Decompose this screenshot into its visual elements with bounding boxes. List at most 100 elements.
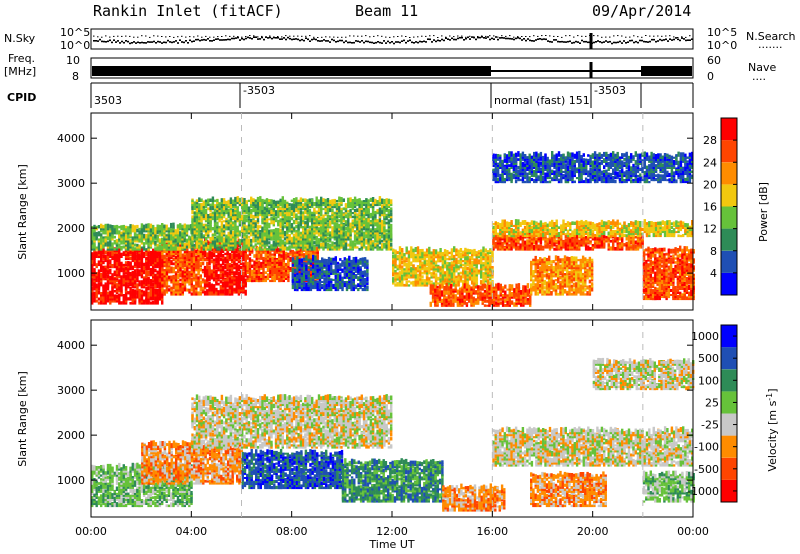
heatmap-cell — [93, 278, 96, 281]
heatmap-cell — [279, 198, 282, 203]
heatmap-cell — [206, 278, 209, 282]
heatmap-cell — [195, 291, 198, 294]
search-noise-point — [409, 37, 411, 38]
heatmap-cell — [295, 219, 298, 223]
heatmap-cell — [344, 207, 348, 211]
heatmap-cell — [374, 199, 377, 203]
heatmap-cell — [120, 280, 123, 287]
heatmap-cell — [307, 266, 310, 269]
noise-point — [631, 39, 633, 42]
heatmap-cell — [124, 240, 128, 245]
noise-point — [337, 40, 339, 43]
heatmap-cell — [263, 218, 266, 223]
search-noise-point — [445, 36, 447, 38]
heatmap-cell — [145, 223, 148, 229]
heatmap-cell — [183, 269, 187, 274]
heatmap-cell — [111, 279, 114, 283]
heatmap-cell — [381, 239, 384, 243]
heatmap-cell — [233, 259, 236, 262]
heatmap-cell — [307, 262, 310, 265]
heatmap-cell — [392, 277, 395, 283]
heatmap-cell — [381, 243, 384, 247]
heatmap-cell — [161, 232, 164, 237]
heatmap-cell — [236, 236, 239, 239]
heatmap-cell — [351, 219, 354, 223]
heatmap-cell — [195, 239, 199, 245]
heatmap-cell — [247, 238, 251, 245]
heatmap-cell — [111, 281, 114, 285]
heatmap-cell — [353, 196, 357, 202]
heatmap-cell — [100, 299, 103, 303]
heatmap-cell — [293, 275, 297, 279]
heatmap-cell — [198, 220, 201, 225]
heatmap-cell — [233, 262, 236, 266]
heatmap-cell — [432, 259, 435, 263]
heatmap-cell — [342, 246, 345, 251]
heatmap-cell — [228, 252, 232, 256]
heatmap-cell — [235, 275, 238, 280]
heatmap-cell — [206, 252, 209, 258]
heatmap-cell — [198, 218, 201, 221]
heatmap-cell — [361, 264, 364, 267]
heatmap-cell — [277, 244, 280, 247]
heatmap-cell — [378, 216, 382, 219]
heatmap-cell — [235, 257, 238, 262]
heatmap-cell — [338, 210, 341, 215]
heatmap-cell — [296, 273, 299, 277]
noise-point — [241, 37, 243, 40]
heatmap-cell — [207, 245, 210, 249]
heatmap-cell — [242, 268, 245, 272]
heatmap-cell — [97, 225, 101, 229]
heatmap-cell — [326, 243, 330, 249]
heatmap-cell — [425, 272, 429, 275]
heatmap-cell — [394, 283, 397, 287]
heatmap-cell — [392, 263, 395, 267]
heatmap-cell — [381, 232, 384, 235]
heatmap-cell — [95, 227, 98, 231]
heatmap-cell — [218, 233, 221, 237]
noise-point — [225, 39, 227, 41]
search-noise-point — [649, 35, 651, 37]
heatmap-cell — [145, 233, 148, 239]
heatmap-cell — [430, 260, 433, 263]
heatmap-cell — [256, 204, 260, 211]
heatmap-cell — [243, 225, 246, 229]
heatmap-cell — [254, 204, 257, 209]
heatmap-cell — [266, 249, 270, 254]
heatmap-cell — [133, 247, 137, 251]
heatmap-cell — [304, 198, 307, 202]
noise-point — [351, 42, 353, 44]
heatmap-cell — [208, 276, 211, 282]
heatmap-cell — [308, 230, 312, 235]
heatmap-cell — [356, 228, 359, 233]
heatmap-cell — [421, 261, 424, 265]
heatmap-cell — [351, 244, 354, 249]
heatmap-cell — [342, 220, 345, 223]
heatmap-cell — [93, 243, 96, 247]
heatmap-cell — [369, 223, 373, 227]
heatmap-cell — [281, 230, 284, 233]
heatmap-cell — [320, 203, 323, 207]
heatmap-cell — [206, 289, 209, 292]
heatmap-cell — [270, 219, 273, 225]
heatmap-cell — [211, 243, 215, 247]
heatmap-cell — [316, 253, 319, 256]
heatmap-cell — [340, 230, 343, 235]
heatmap-cell — [115, 252, 119, 256]
noise-point — [691, 38, 693, 40]
heatmap-cell — [407, 255, 411, 259]
heatmap-cell — [367, 203, 370, 207]
heatmap-cell — [222, 198, 226, 205]
heatmap-cell — [124, 287, 128, 291]
noise-point — [461, 36, 463, 39]
heatmap-cell — [428, 250, 431, 255]
heatmap-cell — [222, 246, 226, 251]
heatmap-cell — [306, 239, 309, 243]
heatmap-cell — [142, 280, 146, 283]
heatmap-cell — [432, 264, 435, 267]
heatmap-cell — [100, 250, 103, 254]
heatmap-cell — [326, 233, 330, 237]
heatmap-cell — [252, 236, 255, 241]
noise-point — [343, 41, 345, 44]
noise-point — [291, 38, 293, 41]
